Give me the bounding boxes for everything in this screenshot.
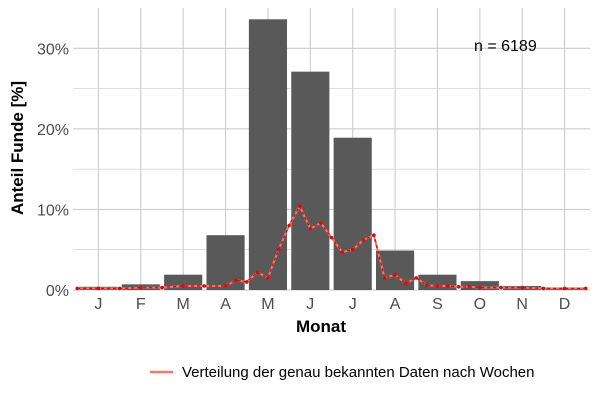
weekly-point	[562, 286, 567, 291]
x-tick-label: O	[474, 296, 486, 313]
x-tick-label: S	[432, 296, 443, 313]
legend: Verteilung der genau bekannten Daten nac…	[150, 364, 535, 381]
bar	[333, 137, 372, 290]
weekly-point	[425, 283, 429, 287]
x-tick-label: M	[261, 296, 274, 313]
weekly-point	[244, 280, 249, 284]
y-axis-title: Anteil Funde [%]	[8, 81, 27, 215]
y-tick-label: 20%	[37, 122, 69, 139]
x-tick-label: A	[220, 296, 231, 313]
y-tick-label: 30%	[37, 41, 69, 58]
bar	[460, 281, 499, 290]
x-tick-label: D	[559, 296, 571, 313]
weekly-point	[223, 284, 228, 288]
x-tick-label: J	[94, 296, 102, 313]
y-tick-labels: 0% 10% 20% 30%	[37, 41, 69, 300]
weekly-distribution-dashes	[77, 204, 586, 290]
x-tick-label: M	[177, 296, 190, 313]
weekly-point	[435, 284, 440, 288]
sample-size-annotation: n = 6189	[474, 38, 537, 55]
x-tick-label: J	[349, 296, 357, 313]
bar	[248, 19, 288, 291]
weekly-point	[234, 278, 238, 283]
x-tick-label: N	[516, 296, 528, 313]
weekly-point	[467, 284, 472, 289]
weekly-point	[139, 285, 143, 290]
x-tick-label: F	[136, 296, 146, 313]
x-axis-title: Monat	[296, 317, 346, 336]
bar	[291, 71, 330, 290]
line-layer	[75, 203, 588, 291]
weekly-point	[96, 286, 101, 291]
legend-label: Verteilung der genau bekannten Daten nac…	[182, 364, 535, 381]
weekly-point	[403, 281, 408, 286]
bar-layer	[79, 19, 584, 291]
y-tick-label: 10%	[37, 202, 69, 219]
weekly-point	[414, 276, 419, 280]
weekly-point	[181, 284, 185, 288]
weekly-distribution-line	[77, 203, 586, 290]
y-tick-label: 0%	[46, 283, 69, 300]
x-tick-label: A	[390, 296, 401, 313]
x-tick-label: J	[306, 296, 314, 313]
bar	[206, 235, 245, 290]
weekly-point	[478, 285, 482, 290]
weekly-point	[520, 285, 524, 290]
